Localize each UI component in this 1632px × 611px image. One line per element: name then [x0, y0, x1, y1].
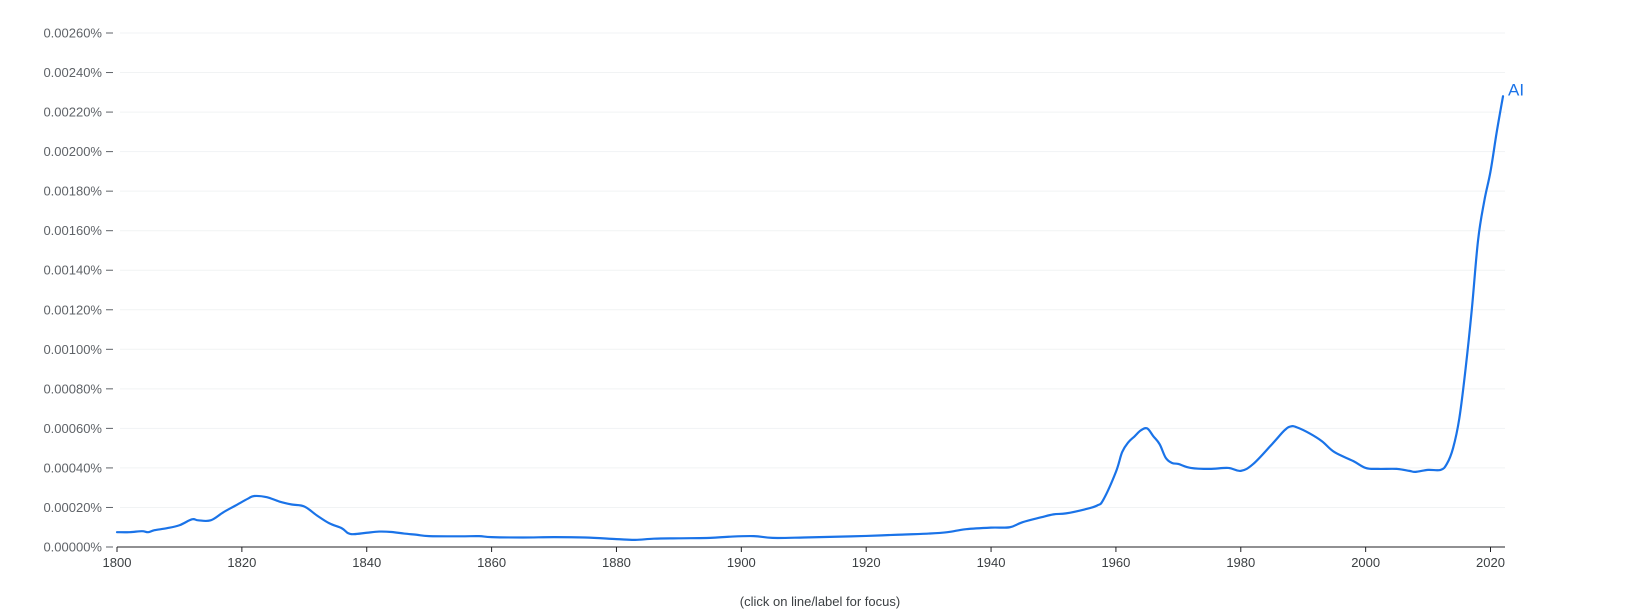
y-tick-label: 0.00020%: [43, 500, 102, 515]
x-tick-label: 1960: [1101, 555, 1130, 570]
x-tick-label: 1820: [227, 555, 256, 570]
x-tick-label: 1800: [103, 555, 132, 570]
series-label-ai[interactable]: AI: [1508, 80, 1524, 99]
x-tick-label: 2000: [1351, 555, 1380, 570]
y-tick-label: 0.00120%: [43, 302, 102, 317]
y-axis: 0.00000% 0.00020% 0.00040% 0.00060% 0.00080%…: [43, 26, 113, 555]
x-tick-label: 1860: [477, 555, 506, 570]
y-tick-label: 0.00180%: [43, 184, 102, 199]
y-tick-label: 0.00060%: [43, 421, 102, 436]
x-tick-label: 1980: [1226, 555, 1255, 570]
x-tick-label: 2020: [1476, 555, 1505, 570]
series-line-ai[interactable]: [115, 95, 1505, 541]
x-tick-label: 1880: [602, 555, 631, 570]
y-tick-label: 0.00220%: [43, 105, 102, 120]
y-tick-label: 0.00260%: [43, 26, 102, 41]
x-tick-label: 1840: [352, 555, 381, 570]
x-tick-label: 1920: [852, 555, 881, 570]
y-tick-label: 0.00160%: [43, 223, 102, 238]
y-tick-label: 0.00140%: [43, 263, 102, 278]
grid-layer: [120, 32, 1505, 508]
y-tick-label: 0.00040%: [43, 460, 102, 475]
x-axis: 1800 1820 1840 1860 1880 1900 1920 1940 1960 1980…: [103, 546, 1505, 570]
y-tick-label: 0.00100%: [43, 342, 102, 357]
x-tick-label: 1940: [977, 555, 1006, 570]
focus-hint-text: (click on line/label for focus): [740, 594, 900, 609]
y-tick-label: 0.00080%: [43, 381, 102, 396]
y-tick-label: 0.00240%: [43, 65, 102, 80]
y-tick-label: 0.00200%: [43, 144, 102, 159]
y-tick-label: 0.00000%: [43, 540, 102, 555]
x-tick-label: 1900: [727, 555, 756, 570]
series-layer: AI: [115, 80, 1524, 541]
